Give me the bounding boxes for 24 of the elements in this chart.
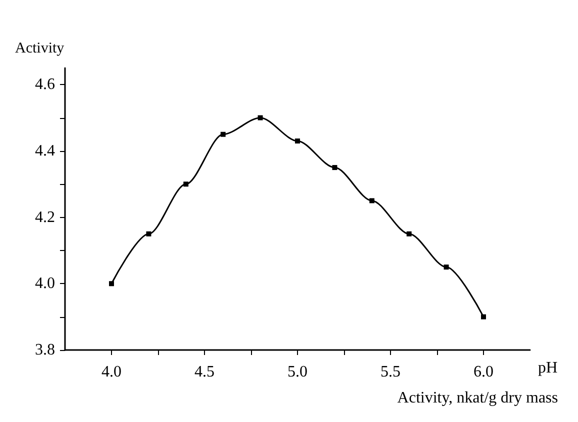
x-axis-title: pH xyxy=(538,360,558,376)
y-tick-label: 4.2 xyxy=(35,208,55,226)
y-tick-label: 4.4 xyxy=(35,142,55,160)
x-tick-label: 6.0 xyxy=(474,364,494,380)
x-tick-label: 4.5 xyxy=(194,364,214,380)
point xyxy=(369,198,374,204)
y-tick-label: 4.6 xyxy=(35,76,55,94)
x-tick-label: 5.5 xyxy=(380,364,400,380)
point xyxy=(109,281,114,286)
y-tick-label: 4.0 xyxy=(35,275,55,292)
text: Activity, nkat/g dry mass xyxy=(397,390,558,406)
point xyxy=(220,132,226,137)
point xyxy=(444,264,449,270)
point xyxy=(295,138,300,144)
y-tick-label: 3.8 xyxy=(35,342,55,358)
point xyxy=(332,165,338,170)
x-tick-label: 4.0 xyxy=(102,364,122,380)
point xyxy=(481,314,486,320)
x-tick-label: 5.0 xyxy=(288,364,308,380)
point xyxy=(258,115,263,120)
point xyxy=(406,231,412,236)
y-axis-title: Activity xyxy=(15,40,65,56)
point xyxy=(146,231,152,236)
point xyxy=(183,182,188,187)
